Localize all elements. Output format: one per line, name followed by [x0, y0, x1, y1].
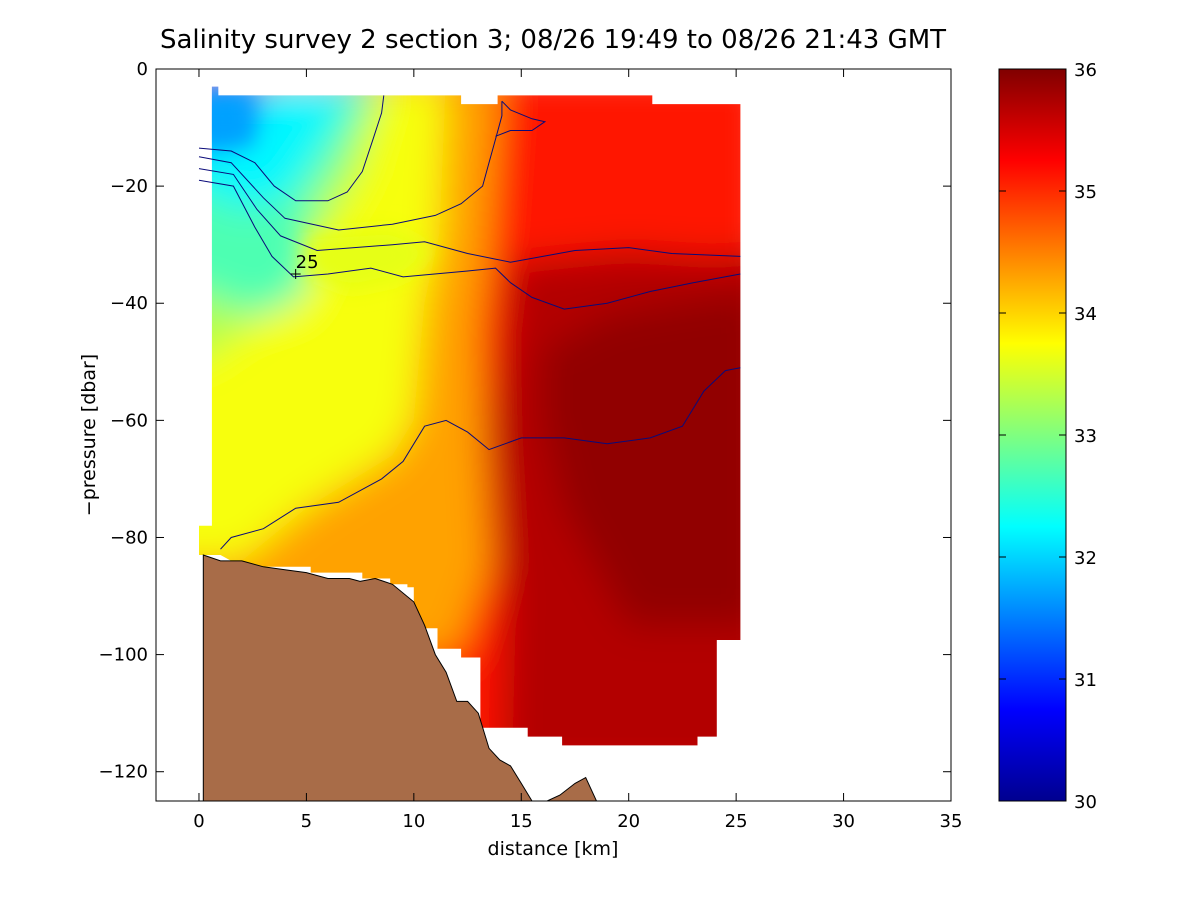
- x-tick-label: 10: [402, 811, 425, 832]
- salinity-zone: [542, 291, 741, 626]
- y-tick-label: 0: [137, 59, 148, 80]
- salinity-zone: [306, 227, 436, 292]
- contour-label-text: 25: [296, 252, 319, 273]
- colorbar-tick-label: 35: [1074, 182, 1097, 203]
- contour-lines: [198, 95, 741, 550]
- x-axis-label: distance [km]: [488, 838, 619, 860]
- y-tick-label: −60: [110, 410, 148, 431]
- contour-label: 25: [290, 252, 319, 279]
- chart-title: Salinity survey 2 section 3; 08/26 19:49…: [160, 25, 946, 55]
- contour-line-6: [495, 100, 547, 137]
- contour-line-3: [198, 168, 741, 263]
- colorbar: 30 31 32 33 34 35 36: [998, 60, 1097, 813]
- x-tick-label: 15: [510, 811, 533, 832]
- x-tick-label: 30: [832, 811, 855, 832]
- salinity-zone: [199, 92, 253, 146]
- y-tick-label: −120: [99, 762, 148, 783]
- colorbar-ticks: 30 31 32 33 34 35 36: [999, 60, 1097, 813]
- y-tick-label: −100: [99, 645, 148, 666]
- contour-line-5: [220, 367, 741, 550]
- x-tick-label: 25: [725, 811, 748, 832]
- colorbar-tick-label: 32: [1074, 548, 1097, 569]
- bathymetry-seafloor: [202, 554, 598, 801]
- x-tick-label: 0: [193, 811, 204, 832]
- y-tick-label: −20: [110, 176, 148, 197]
- salinity-highlights: [199, 92, 436, 292]
- y-axis: 0 −20 −40 −60 −80 −100 −120: [99, 59, 951, 783]
- plot-area: 25: [155, 68, 952, 802]
- y-tick-label: −80: [110, 527, 148, 548]
- x-tick-label: 20: [617, 811, 640, 832]
- x-tick-label: 35: [940, 811, 963, 832]
- contour-marker-icon: [290, 268, 301, 279]
- colorbar-tick-label: 30: [1074, 792, 1097, 813]
- x-tick-label: 5: [301, 811, 312, 832]
- y-tick-label: −40: [110, 293, 148, 314]
- colorbar-tick-label: 36: [1074, 60, 1097, 81]
- contour-line-4: [198, 179, 741, 310]
- y-axis-label: −pressure [dbar]: [78, 354, 100, 516]
- colorbar-tick-label: 34: [1074, 304, 1097, 325]
- x-axis: 0 5 10 15 20 25 30 35: [193, 69, 962, 832]
- contour-line-2: [198, 101, 503, 231]
- colorbar-tick-label: 33: [1074, 426, 1097, 447]
- plot-frame: [155, 68, 952, 802]
- colorbar-gradient: [998, 68, 1067, 802]
- colorbar-tick-label: 31: [1074, 670, 1097, 691]
- contour-line-1: [198, 95, 385, 202]
